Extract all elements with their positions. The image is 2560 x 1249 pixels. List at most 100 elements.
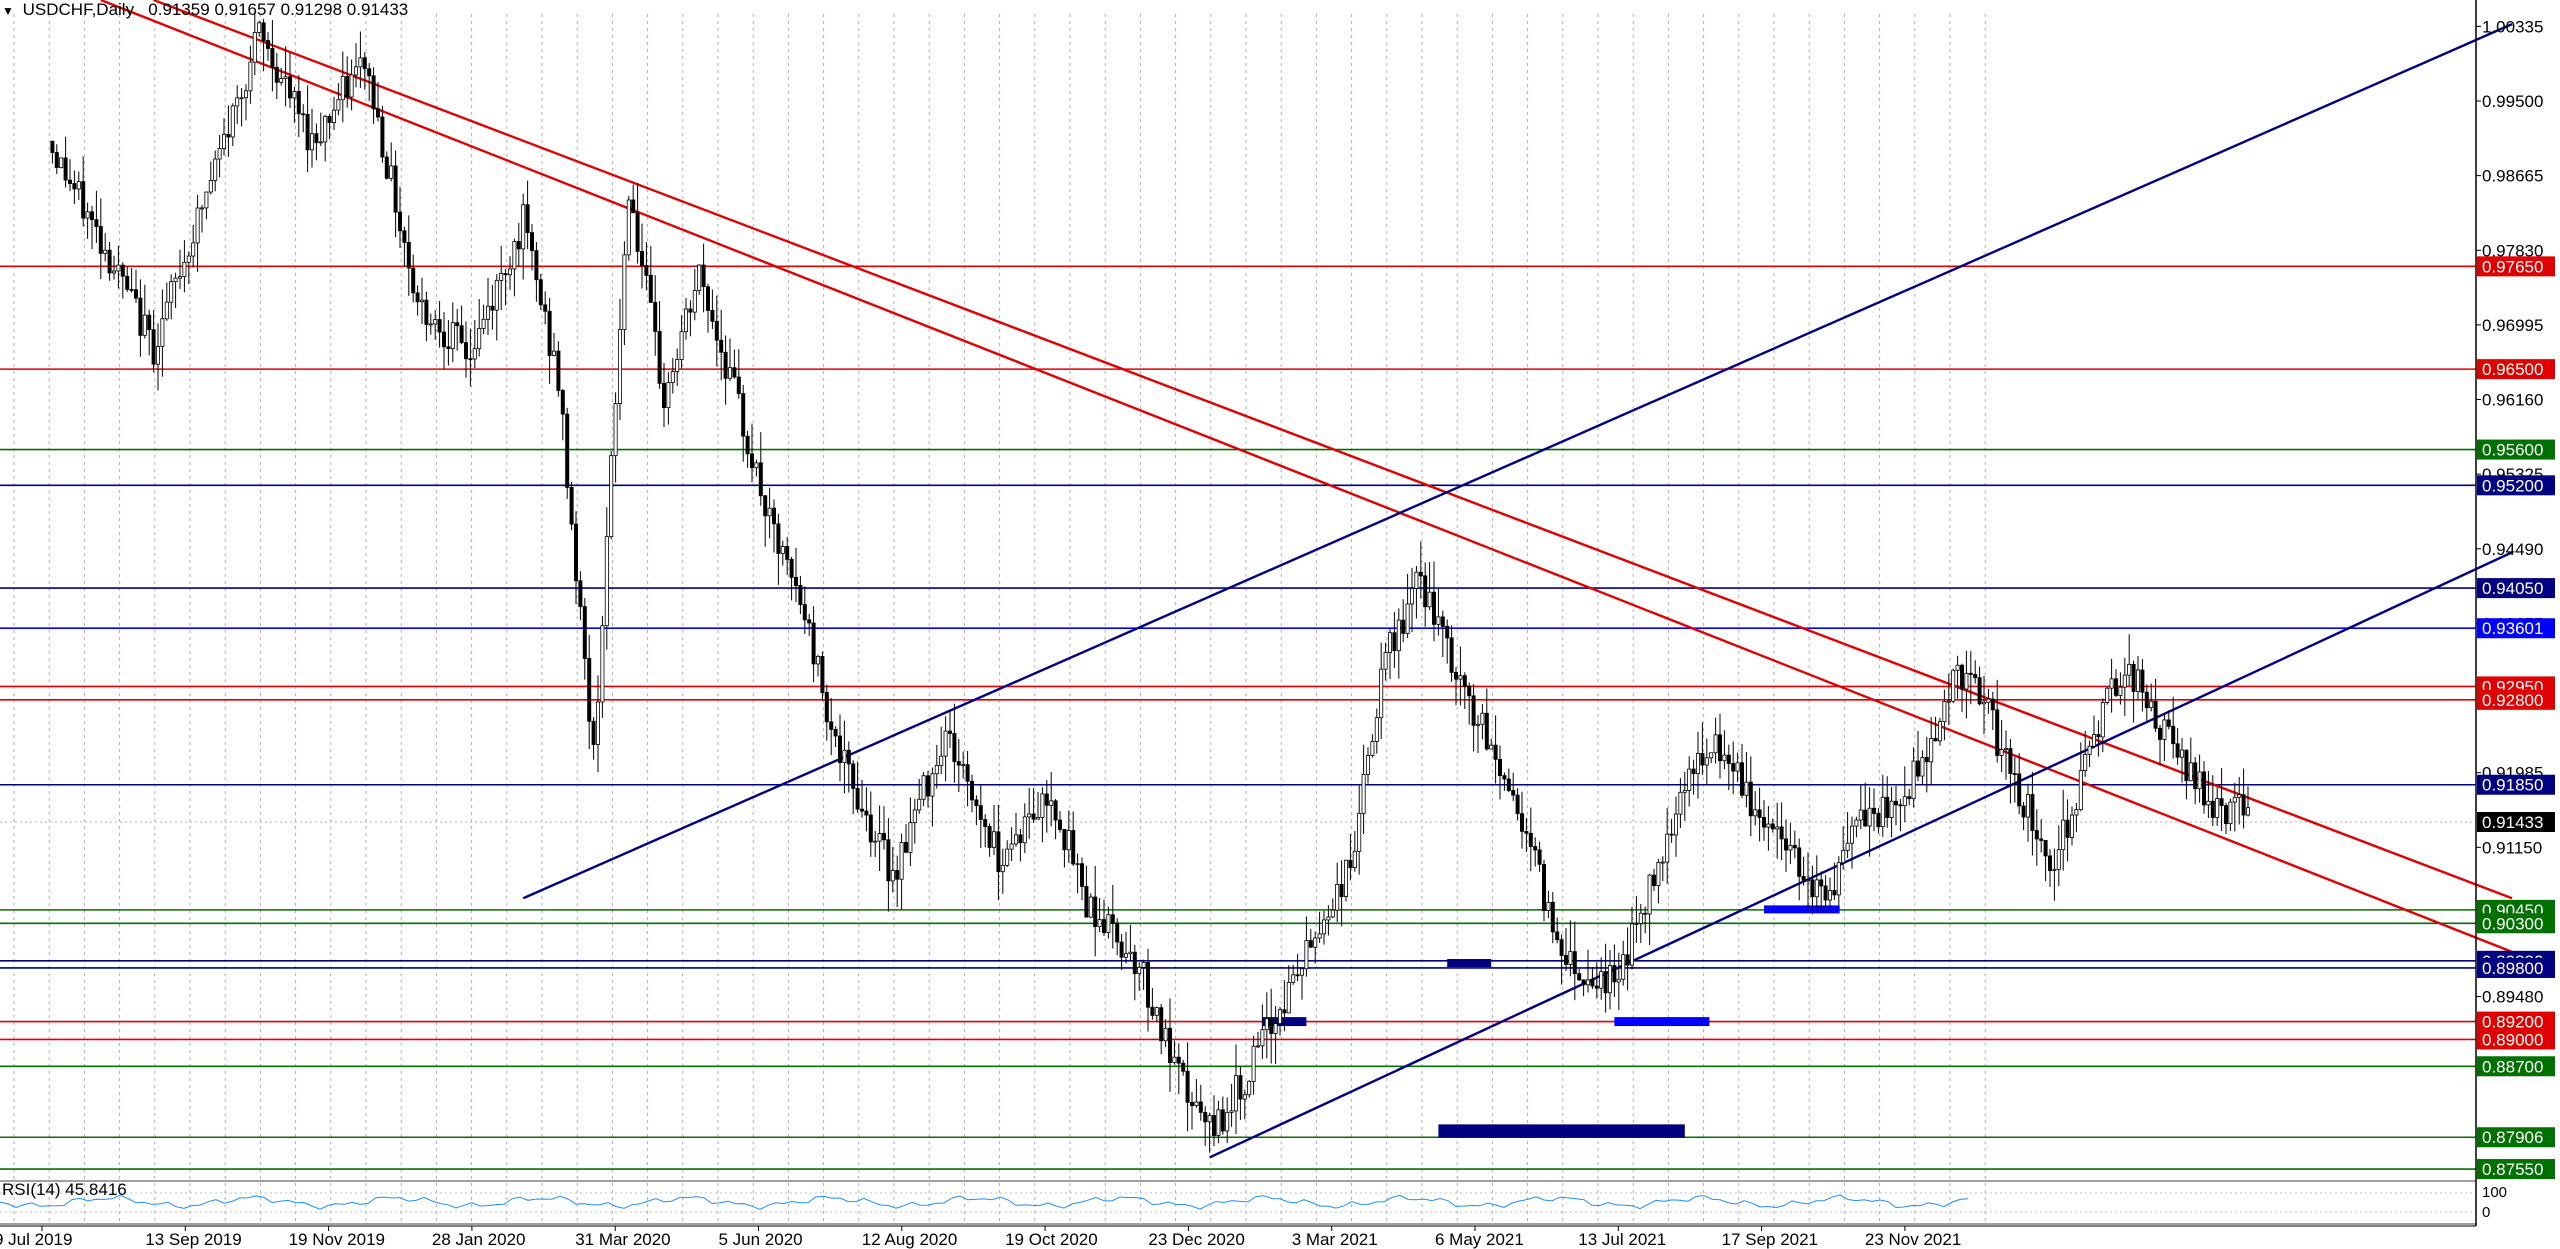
candle-body — [2197, 771, 2202, 790]
candle-body — [2188, 762, 2193, 782]
candle-body — [1388, 632, 1393, 653]
candle-body — [2245, 807, 2250, 816]
candle-body — [1990, 698, 1995, 711]
candle-body — [1449, 637, 1454, 673]
candle-body — [63, 157, 68, 181]
candle-body — [1854, 819, 1859, 827]
candle-body — [706, 286, 711, 311]
candle-body — [1647, 874, 1652, 915]
candle-body — [1586, 979, 1591, 986]
candle-body — [1352, 850, 1357, 868]
candle-body — [1581, 979, 1586, 986]
candle-body — [758, 462, 763, 497]
candle-body — [1014, 834, 1019, 845]
candle-body — [697, 264, 702, 291]
candle-body — [2179, 749, 2184, 758]
candle-body — [301, 113, 306, 116]
candle-body — [745, 435, 750, 455]
zone-box — [1438, 1124, 1685, 1138]
candle-body — [1916, 760, 1921, 777]
candle-body — [2026, 794, 2031, 818]
candle-body — [1159, 1007, 1164, 1042]
candle-body — [1594, 985, 1599, 989]
candle-body — [952, 732, 957, 763]
candle-body — [305, 113, 310, 151]
candle-body — [1418, 571, 1423, 577]
candle-body — [393, 165, 398, 213]
candle-body — [1718, 734, 1723, 762]
candle-body — [1524, 830, 1529, 834]
candle-body — [384, 156, 389, 179]
current-price-label: 0.91433 — [2482, 813, 2543, 832]
candle-body — [574, 523, 579, 582]
candle-body — [1216, 1109, 1221, 1136]
candle-body — [600, 625, 605, 703]
trend-line — [522, 23, 2513, 900]
candle-body — [921, 775, 926, 800]
candle-body — [437, 319, 442, 333]
candle-body — [860, 808, 865, 812]
candle-body — [1071, 830, 1076, 865]
current-price-tag — [2477, 812, 2555, 833]
y-tick-label: 0.94490 — [2482, 540, 2543, 559]
candle-body — [265, 40, 270, 49]
candle-body — [441, 331, 446, 348]
candle-body — [1084, 885, 1089, 918]
candle-body — [1366, 755, 1371, 775]
candle-body — [2096, 734, 2101, 738]
level-tag — [2477, 256, 2555, 277]
candle-body — [433, 319, 438, 325]
candle-body — [59, 157, 64, 168]
dropdown-triangle-icon[interactable]: ▼ — [2, 4, 14, 18]
candle-body — [794, 576, 799, 586]
candle-body — [2237, 794, 2242, 798]
candle-body — [1093, 896, 1098, 928]
candle-body — [1986, 698, 1991, 703]
candle-body — [1176, 1056, 1181, 1064]
candle-body — [1097, 919, 1102, 928]
candle-body — [199, 207, 204, 210]
candle-body — [1330, 909, 1335, 918]
candle-body — [1124, 953, 1129, 958]
candle-body — [371, 75, 376, 110]
candle-body — [1168, 1027, 1173, 1063]
candle-body — [2127, 663, 2132, 676]
candle-body — [1198, 1101, 1203, 1113]
candle-body — [1590, 979, 1595, 987]
trend-lines — [100, 0, 2513, 1159]
candle-body — [587, 658, 592, 722]
candle-body — [943, 730, 948, 757]
level-tag-label: 0.94050 — [2482, 579, 2543, 598]
candle-body — [490, 305, 495, 311]
y-tick-label: 0.96160 — [2482, 391, 2543, 410]
candle-body — [1357, 812, 1362, 852]
candle-body — [1634, 923, 1639, 925]
candle-body — [1533, 846, 1538, 851]
candle-body — [1132, 951, 1137, 975]
candle-body — [789, 558, 794, 578]
candle-body — [565, 413, 570, 488]
candle-body — [1603, 971, 1608, 994]
level-tag — [2477, 578, 2555, 599]
candle-body — [2052, 868, 2057, 871]
candle-body — [983, 819, 988, 827]
candle-body — [930, 773, 935, 797]
candle-body — [2109, 678, 2114, 689]
candle-body — [1379, 668, 1384, 719]
candle-body — [287, 76, 292, 99]
ohlc-values: 0.91359 0.91657 0.91298 0.91433 — [148, 0, 409, 19]
candle-body — [309, 133, 314, 151]
candle-body — [1823, 885, 1828, 901]
candle-body — [424, 299, 429, 325]
candle-body — [1872, 807, 1877, 814]
candle-body — [1110, 914, 1115, 924]
candle-body — [2043, 840, 2048, 857]
candle-body — [516, 241, 521, 250]
trend-line — [153, 0, 2513, 900]
candle-body — [1335, 884, 1340, 911]
candle-body — [890, 870, 895, 882]
candle-body — [1075, 863, 1080, 866]
candle-body — [882, 833, 887, 841]
x-tick-label: 13 Jul 2021 — [1578, 1230, 1666, 1249]
candle-body — [270, 48, 275, 68]
